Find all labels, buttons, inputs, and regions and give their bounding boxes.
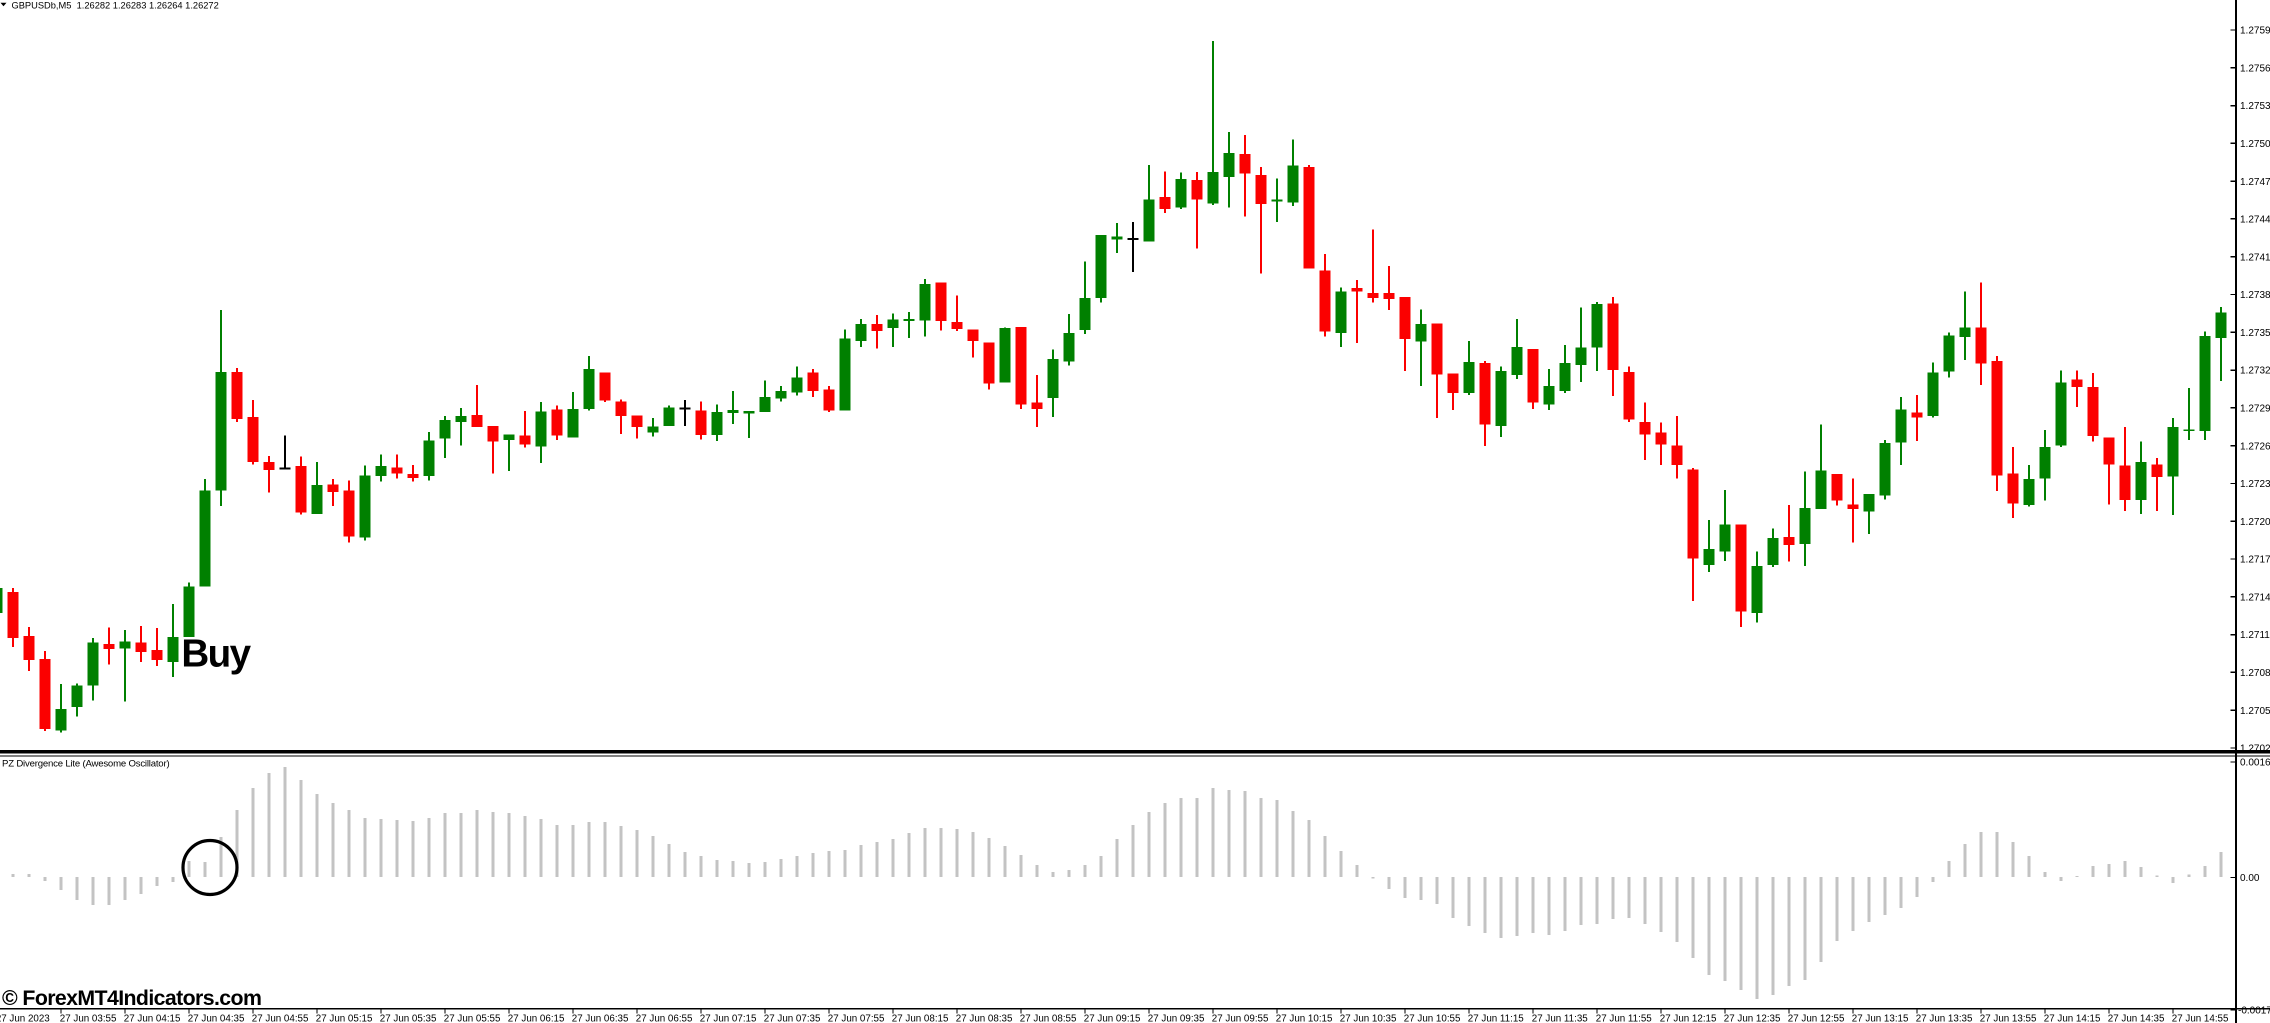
svg-text:27 Jun 10:55: 27 Jun 10:55 [1404, 1014, 1461, 1023]
svg-text:27 Jun 14:55: 27 Jun 14:55 [2172, 1014, 2229, 1023]
svg-text:1.2708: 1.2708 [2240, 668, 2270, 679]
svg-text:27 Jun 14:15: 27 Jun 14:15 [2044, 1014, 2101, 1023]
svg-text:27 Jun 09:35: 27 Jun 09:35 [1148, 1014, 1205, 1023]
svg-text:PZ Divergence Lite (Awesome Os: PZ Divergence Lite (Awesome Oscillator) [2, 758, 169, 769]
svg-text:1.2741: 1.2741 [2240, 252, 2270, 263]
svg-text:27 Jun 05:55: 27 Jun 05:55 [444, 1014, 501, 1023]
svg-text:1.2705: 1.2705 [2240, 706, 2270, 717]
svg-text:27 Jun 11:35: 27 Jun 11:35 [1532, 1014, 1588, 1023]
svg-text:1.2750: 1.2750 [2240, 139, 2270, 150]
svg-text:GBPUSDb,M5 1.26282 1.26283 1.: GBPUSDb,M5 1.26282 1.26283 1.26264 1.262… [12, 0, 219, 10]
svg-text:27 Jun 04:55: 27 Jun 04:55 [252, 1014, 309, 1023]
svg-text:27 Jun 13:55: 27 Jun 13:55 [1980, 1014, 2037, 1023]
svg-text:27 Jun 12:55: 27 Jun 12:55 [1788, 1014, 1845, 1023]
svg-text:1.2747: 1.2747 [2240, 177, 2270, 188]
svg-text:27 Jun 11:55: 27 Jun 11:55 [1596, 1014, 1652, 1023]
svg-text:27 Jun 06:15: 27 Jun 06:15 [508, 1014, 565, 1023]
svg-text:1.2726: 1.2726 [2240, 441, 2270, 452]
svg-text:0.00: 0.00 [2240, 873, 2260, 884]
svg-text:27 Jun 04:15: 27 Jun 04:15 [124, 1014, 181, 1023]
svg-text:27 Jun 13:35: 27 Jun 13:35 [1916, 1014, 1973, 1023]
svg-text:27 Jun 12:15: 27 Jun 12:15 [1660, 1014, 1717, 1023]
svg-text:1.2744: 1.2744 [2240, 215, 2270, 226]
svg-text:1.2723: 1.2723 [2240, 479, 2270, 490]
svg-text:27 Jun 08:35: 27 Jun 08:35 [956, 1014, 1013, 1023]
svg-text:1.2756: 1.2756 [2240, 63, 2270, 74]
svg-text:27 Jun 14:35: 27 Jun 14:35 [2108, 1014, 2165, 1023]
svg-text:1.2738: 1.2738 [2240, 290, 2270, 301]
svg-text:-0.0017: -0.0017 [2238, 1006, 2270, 1017]
svg-text:27 Jun 07:35: 27 Jun 07:35 [764, 1014, 821, 1023]
svg-text:27 Jun 13:15: 27 Jun 13:15 [1852, 1014, 1909, 1023]
svg-text:1.2729: 1.2729 [2240, 404, 2270, 415]
svg-text:1.2759: 1.2759 [2240, 26, 2270, 37]
svg-text:1.2735: 1.2735 [2240, 328, 2270, 339]
svg-text:27 Jun 12:35: 27 Jun 12:35 [1724, 1014, 1781, 1023]
svg-text:1.2720: 1.2720 [2240, 517, 2270, 528]
svg-text:1.2732: 1.2732 [2240, 366, 2270, 377]
svg-text:27 Jun 07:55: 27 Jun 07:55 [828, 1014, 885, 1023]
svg-text:27 Jun 10:35: 27 Jun 10:35 [1340, 1014, 1397, 1023]
svg-text:27 Jun 06:35: 27 Jun 06:35 [572, 1014, 629, 1023]
svg-text:27 Jun 08:55: 27 Jun 08:55 [1020, 1014, 1077, 1023]
svg-text:0.0016: 0.0016 [2240, 758, 2270, 769]
svg-text:© ForexMT4Indicators.com: © ForexMT4Indicators.com [2, 986, 261, 1010]
svg-text:27 Jun 05:15: 27 Jun 05:15 [316, 1014, 373, 1023]
svg-text:27 Jun 07:15: 27 Jun 07:15 [700, 1014, 757, 1023]
svg-text:27 Jun 09:15: 27 Jun 09:15 [1084, 1014, 1141, 1023]
svg-text:27 Jun 2023: 27 Jun 2023 [0, 1014, 50, 1023]
svg-text:1.2711: 1.2711 [2240, 630, 2270, 641]
svg-text:27 Jun 04:35: 27 Jun 04:35 [188, 1014, 245, 1023]
svg-text:27 Jun 09:55: 27 Jun 09:55 [1212, 1014, 1269, 1023]
svg-text:1.2702: 1.2702 [2240, 744, 2270, 755]
svg-text:27 Jun 06:55: 27 Jun 06:55 [636, 1014, 693, 1023]
svg-text:27 Jun 08:15: 27 Jun 08:15 [892, 1014, 949, 1023]
svg-text:27 Jun 10:15: 27 Jun 10:15 [1276, 1014, 1333, 1023]
svg-text:1.2753: 1.2753 [2240, 101, 2270, 112]
svg-text:1.2714: 1.2714 [2240, 592, 2270, 603]
svg-text:27 Jun 05:35: 27 Jun 05:35 [380, 1014, 437, 1023]
svg-text:Buy: Buy [181, 633, 251, 676]
svg-text:1.2717: 1.2717 [2240, 555, 2270, 566]
svg-text:27 Jun 03:55: 27 Jun 03:55 [60, 1014, 117, 1023]
svg-text:27 Jun 11:15: 27 Jun 11:15 [1468, 1014, 1524, 1023]
